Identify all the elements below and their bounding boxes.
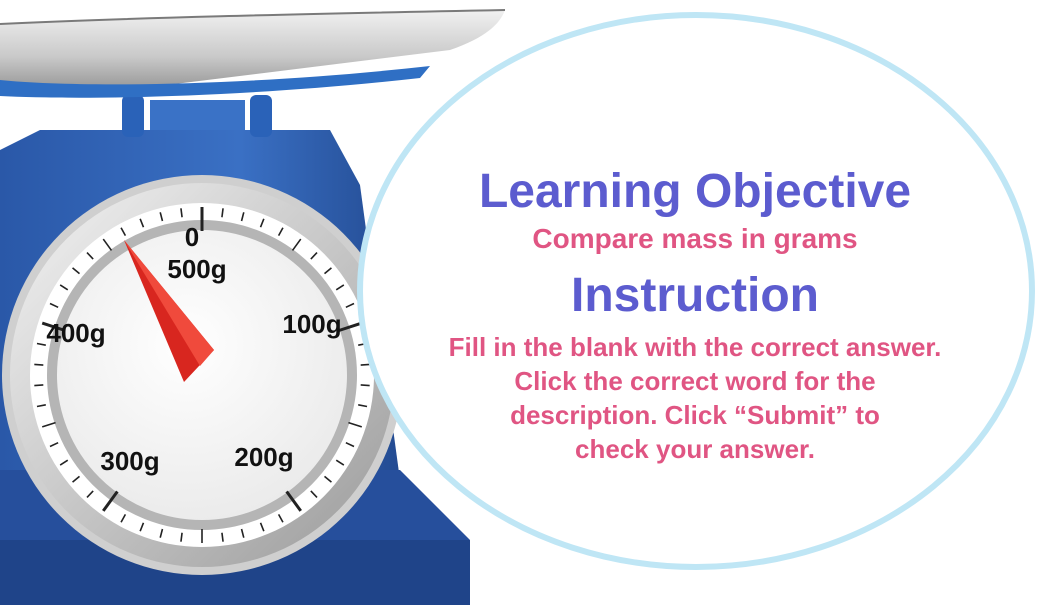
dial-tick [338,321,363,332]
dial-tick [41,421,56,428]
instruction-line: description. Click “Submit” to [510,400,880,430]
dial-label-500g: 500g [167,254,226,284]
dial-tick [102,490,119,512]
instruction-line: Click the correct word for the [514,366,876,396]
dial-tick [36,404,46,408]
dial-tick [221,532,224,542]
dial-tick [49,441,59,448]
speech-bubble [357,12,1035,570]
dial-tick [335,284,345,291]
dial-tick [120,513,127,523]
learning-objective-text: Compare mass in grams [532,223,858,254]
dial-tick [34,384,44,387]
dial-tick [139,218,145,228]
dial-tick [358,404,368,408]
dial-tick [335,459,345,466]
dial-label-200g: 200g [234,442,293,472]
scale-tray [0,9,506,98]
dial-tick [277,513,284,523]
dial-tick [159,212,164,222]
dial-label-zero: 0 [185,222,199,252]
dial-tick [240,212,245,222]
dial-tick [59,459,69,466]
dial-tick [59,284,69,291]
dial-tick [345,302,355,309]
instruction-text: Fill in the blank with the correct answe… [370,330,1020,466]
dial-tick [86,490,94,499]
instruction-line: check your answer. [575,434,815,464]
dial-tick [159,528,164,538]
dial-tick [348,421,363,428]
dial-tick [180,532,183,542]
dial-tick [86,251,94,260]
dial-tick [41,321,66,332]
instruction-line: Fill in the blank with the correct answe… [448,332,942,362]
bubble-content: Learning Objective Compare mass in grams… [370,150,1020,466]
dial-tick [36,342,46,346]
dial-tick [291,238,302,251]
dial-tick [259,522,265,532]
dial-tick [180,208,183,218]
dial-tick [310,490,318,499]
dial-tick [310,251,318,260]
dial-tick [345,441,355,448]
dial-label-400g: 400g [46,318,105,348]
dial-tick [72,475,80,483]
dial-tick [139,522,145,532]
dial-tick [221,208,224,218]
dial-tick-marks [34,207,370,543]
dial-tick [360,363,370,366]
dial-label-100g: 100g [282,309,341,339]
dial-tick [324,267,332,275]
instruction-title: Instruction [571,269,819,322]
dial-tick [72,267,80,275]
learning-objective-title: Learning Objective [478,165,912,218]
dial-tick [277,227,284,237]
dial-tick [360,384,370,387]
dial-tick [102,238,113,251]
dial-tick [324,475,332,483]
dial-tick [120,227,127,237]
scale-dial: 0 500g 100g 200g 300g 400g [2,175,402,575]
dial-tick [49,302,59,309]
dial-tick [34,363,44,366]
dial-tick [285,490,302,512]
dial-needle [124,240,214,382]
dial-label-300g: 300g [100,446,159,476]
dial-tick [240,528,245,538]
dial-tick [259,218,265,228]
